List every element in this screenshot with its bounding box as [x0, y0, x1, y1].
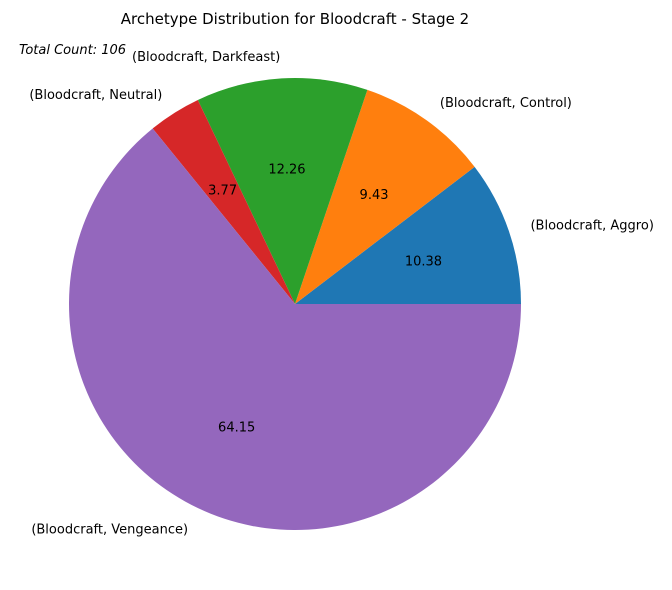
pie-slice-2	[295, 89, 475, 304]
value-labels: 10.38 9.43 12.26 3.77 64.15	[208, 163, 442, 436]
pie-slice-3	[197, 78, 368, 304]
total-count-annotation: Total Count: 106	[19, 43, 126, 58]
value-label-3: 12.26	[268, 163, 305, 178]
category-label-4: (Bloodcraft, Neutral)	[29, 88, 162, 103]
value-label-4: 3.77	[208, 183, 237, 198]
category-label-1: (Bloodcraft, Aggro)	[530, 218, 653, 233]
category-label-3: (Bloodcraft, Darkfeast)	[132, 50, 280, 65]
value-label-2: 9.43	[360, 188, 389, 203]
value-label-1: 10.38	[405, 255, 442, 270]
category-labels: (Bloodcraft, Aggro) (Bloodcraft, Control)…	[29, 50, 654, 538]
pie-slice-5	[69, 128, 521, 531]
chart-title: Archetype Distribution for Bloodcraft - …	[121, 10, 469, 28]
pie-slice-1	[295, 166, 521, 304]
pie-slices	[69, 78, 521, 531]
category-label-5: (Bloodcraft, Vengeance)	[31, 522, 188, 537]
value-label-5: 64.15	[218, 420, 255, 435]
category-label-2: (Bloodcraft, Control)	[440, 96, 572, 111]
pie-slice-4	[152, 99, 295, 305]
